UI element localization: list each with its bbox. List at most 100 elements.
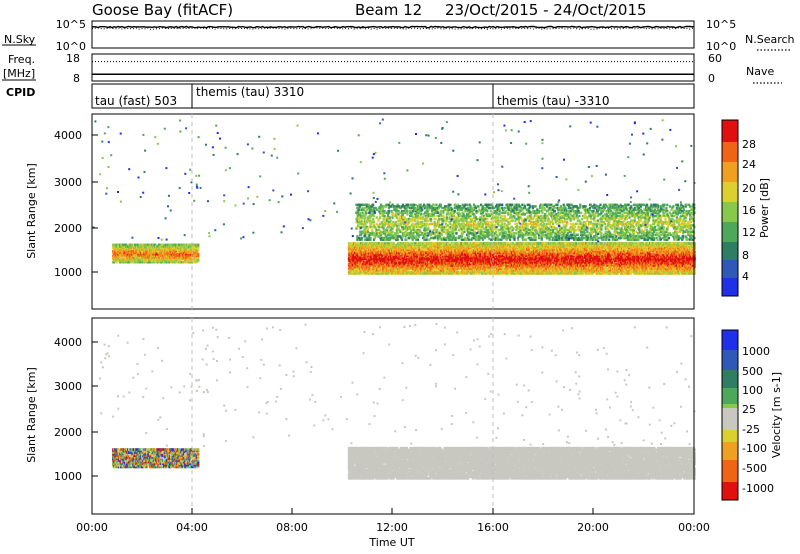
scatter-cell xyxy=(375,253,378,256)
scatter-cell xyxy=(389,242,392,245)
scatter-cell xyxy=(420,270,423,274)
scatter-cell xyxy=(127,245,131,248)
scatter-cell xyxy=(383,243,386,247)
scatter-cell xyxy=(429,248,432,251)
scatter-cell xyxy=(148,259,152,262)
scatter-cell xyxy=(347,264,351,267)
scatter-cell xyxy=(451,272,454,275)
scatter-cell xyxy=(122,254,125,258)
scatter-cell xyxy=(194,251,197,254)
scatter-cell xyxy=(453,261,456,264)
scatter-cell xyxy=(407,269,410,272)
scatter-cell xyxy=(411,250,414,253)
scatter-cell xyxy=(365,254,368,258)
scatter-cell xyxy=(433,247,437,250)
scatter-cell xyxy=(441,258,444,261)
scatter-cell xyxy=(404,264,408,267)
noise-panel: N.Sky 10^5 10^0 10^5 10^0 N.Search xyxy=(2,18,795,53)
scatter-cell xyxy=(122,248,125,251)
scatter-cell xyxy=(375,258,379,261)
noise-sky-series xyxy=(92,25,695,29)
scatter-cell xyxy=(151,254,154,258)
scatter-cell xyxy=(162,259,165,262)
scatter-cell xyxy=(161,248,164,251)
scatter-cell xyxy=(370,259,373,263)
scatter-cell xyxy=(197,257,200,261)
scatter-cell xyxy=(440,272,444,275)
scatter-cell xyxy=(196,251,199,254)
scatter-cell xyxy=(150,261,153,264)
scatter-cell xyxy=(366,247,369,250)
scatter-cell xyxy=(184,257,188,261)
cpid-segment-2: themis (tau) 3310 xyxy=(196,85,304,99)
scatter-cell xyxy=(119,249,122,253)
scatter-cell xyxy=(383,256,386,259)
scatter-cell xyxy=(368,251,372,255)
scatter-cell xyxy=(368,247,371,250)
scatter-cell xyxy=(150,251,153,254)
scatter-cell xyxy=(447,256,451,259)
scatter-cell xyxy=(192,253,195,256)
scatter-cell xyxy=(440,245,444,248)
scatter-cell xyxy=(440,243,443,247)
scatter-cell xyxy=(411,251,415,255)
scatter-cell xyxy=(134,248,138,251)
scatter-cell xyxy=(397,254,400,258)
scatter-cell xyxy=(365,262,368,266)
scatter-cell xyxy=(395,262,398,266)
scatter-cell xyxy=(433,256,437,259)
scatter-cell xyxy=(123,249,126,253)
scatter-cell xyxy=(172,245,175,248)
scatter-cell xyxy=(466,265,469,269)
scatter-cell xyxy=(409,247,412,250)
scatter-cell xyxy=(117,254,120,258)
scatter-cell xyxy=(197,259,200,262)
scatter-cell xyxy=(156,254,159,258)
scatter-cell xyxy=(118,248,121,251)
scatter-cell xyxy=(117,249,120,253)
scatter-cell xyxy=(171,257,174,261)
scatter-cell xyxy=(356,270,359,274)
scatter-cell xyxy=(143,251,146,254)
scatter-cell xyxy=(129,246,132,250)
scatter-cell xyxy=(431,259,434,263)
scatter-cell xyxy=(371,272,374,275)
scatter-cell xyxy=(149,257,152,261)
scatter-cell xyxy=(139,257,142,261)
scatter-cell xyxy=(159,253,162,256)
scatter-cell xyxy=(404,261,408,264)
scatter-cell xyxy=(160,261,163,264)
scatter-cell xyxy=(184,256,188,259)
scatter-cell xyxy=(393,254,396,258)
scatter-cell xyxy=(117,243,120,247)
scatter-cell xyxy=(424,267,427,270)
scatter-cell xyxy=(378,250,381,253)
scatter-cell xyxy=(461,250,464,253)
scatter-cell xyxy=(398,267,401,270)
scatter-cell xyxy=(416,247,419,250)
scatter-cell xyxy=(371,251,374,255)
scatter-cell xyxy=(175,246,178,250)
scatter-cell xyxy=(398,250,401,253)
scatter-cell xyxy=(460,245,463,248)
scatter-cell xyxy=(195,261,198,264)
scatter-cell xyxy=(411,272,414,275)
scatter-cell xyxy=(392,270,395,274)
scatter-cell xyxy=(428,250,431,253)
scatter-cell xyxy=(406,261,409,264)
scatter-cell xyxy=(418,272,421,275)
scatter-cell xyxy=(180,254,183,258)
scatter-cell xyxy=(434,242,437,245)
scatter-cell xyxy=(385,265,388,269)
scatter-cell xyxy=(461,272,464,275)
scatter-cell xyxy=(146,249,149,253)
scatter-cell xyxy=(390,262,393,266)
scatter-cell xyxy=(197,248,200,251)
scatter-cell xyxy=(163,251,167,254)
scatter-cell xyxy=(124,254,127,258)
scatter-cell xyxy=(396,243,399,247)
scatter-cell xyxy=(166,257,169,261)
freq-left-tick-bottom: 8 xyxy=(73,72,80,85)
scatter-cell xyxy=(135,256,138,259)
